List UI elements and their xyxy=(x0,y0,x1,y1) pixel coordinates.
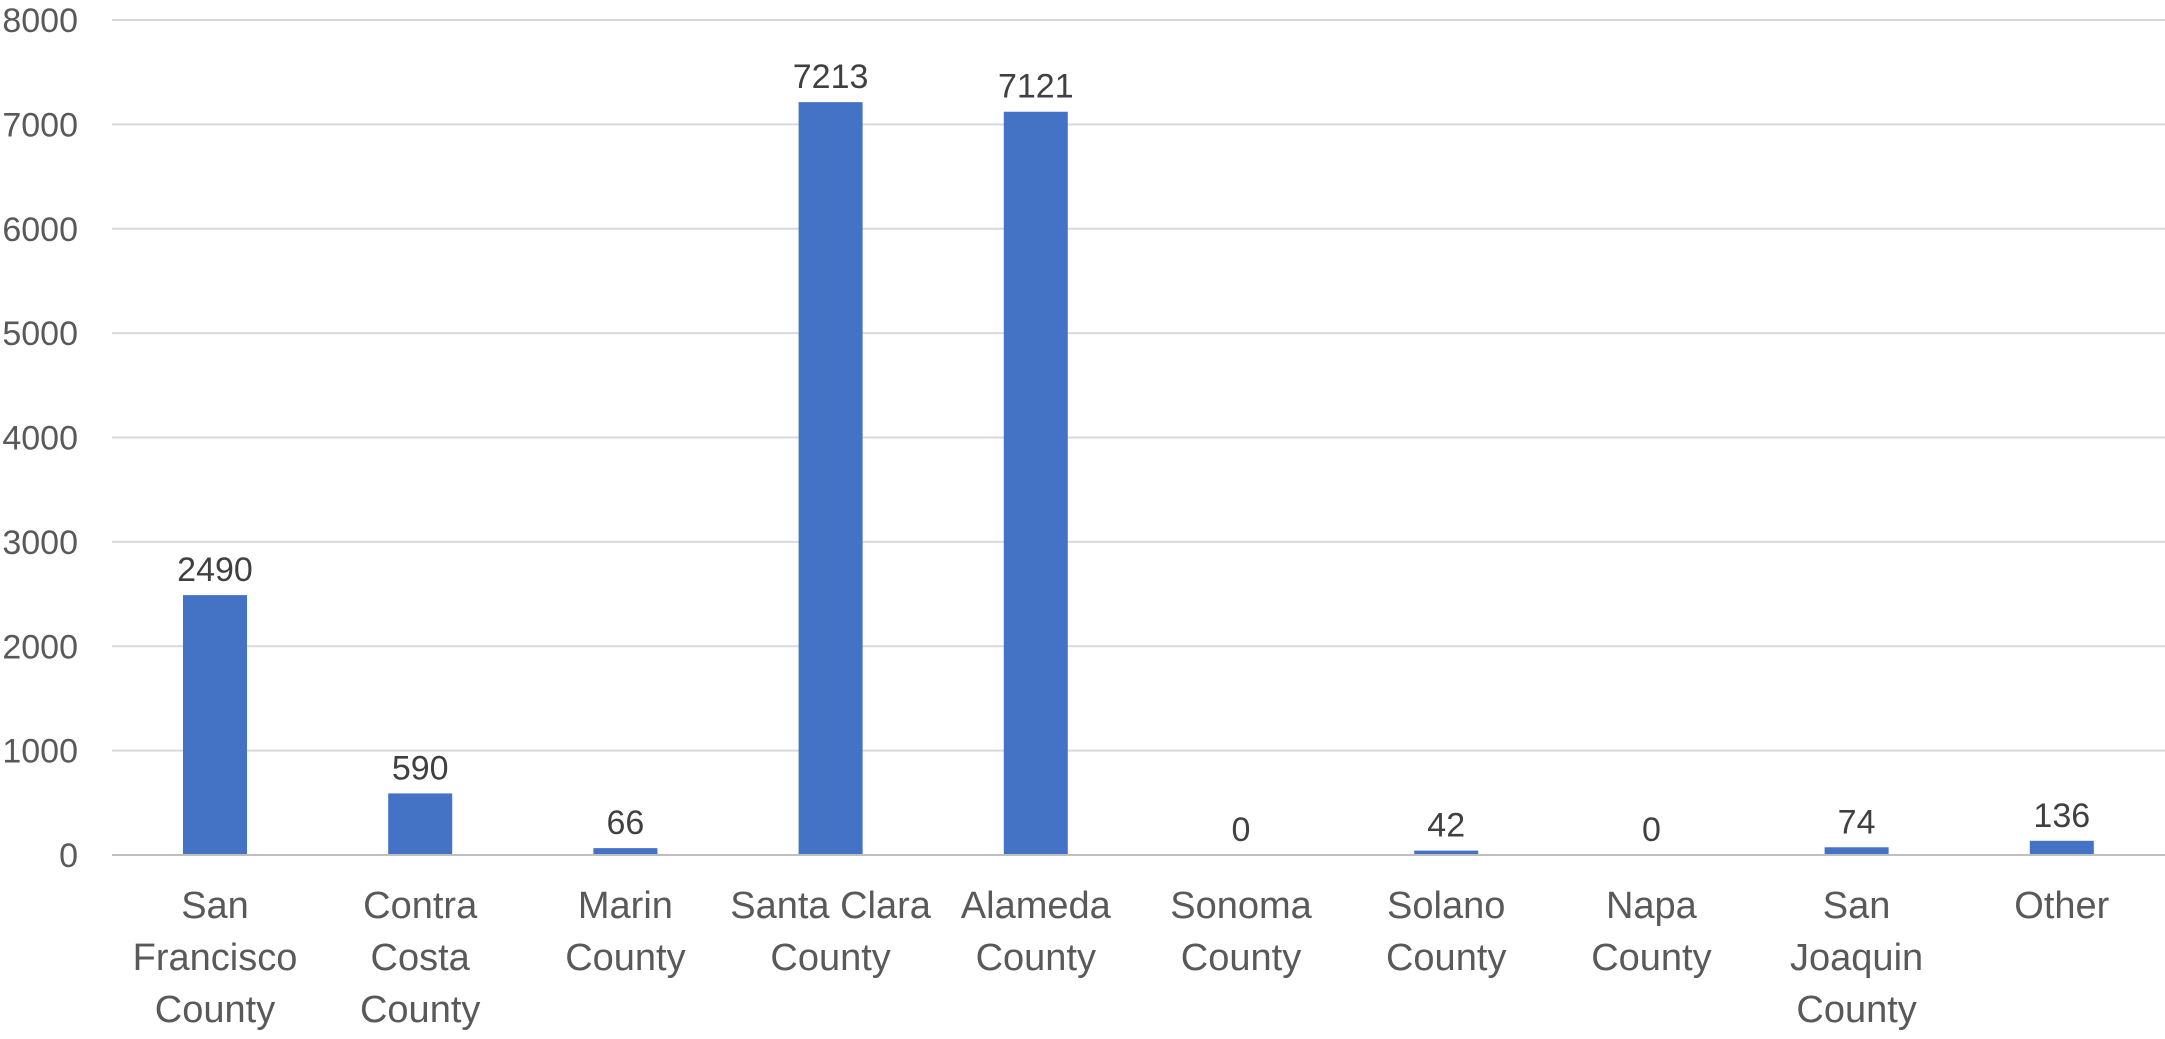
data-label: 74 xyxy=(1838,803,1876,841)
data-label: 2490 xyxy=(177,551,253,589)
x-category-label: County xyxy=(976,937,1096,979)
x-category-label: San xyxy=(181,885,249,927)
bar xyxy=(1414,850,1479,855)
x-category-label: Alameda xyxy=(961,885,1112,927)
bar xyxy=(798,102,863,855)
y-tick-label: 4000 xyxy=(2,420,78,458)
x-category-label: Santa Clara xyxy=(730,885,932,927)
x-category-label: Sonoma xyxy=(1170,885,1312,927)
y-tick-label: 3000 xyxy=(2,524,78,562)
y-tick-label: 5000 xyxy=(2,315,78,353)
y-tick-label: 8000 xyxy=(2,2,78,40)
y-tick-label: 7000 xyxy=(2,106,78,144)
data-label: 0 xyxy=(1642,811,1661,849)
data-label: 42 xyxy=(1427,807,1465,845)
x-category-label: County xyxy=(1591,937,1711,979)
x-category-label: County xyxy=(770,937,890,979)
x-category-label: Other xyxy=(2014,885,2109,927)
x-axis-category-labels: San Francisco County Contra Costa County Marin… xyxy=(133,885,2110,1031)
y-tick-label: 2000 xyxy=(2,628,78,666)
y-tick-label: 0 xyxy=(59,837,78,875)
data-label: 7121 xyxy=(998,68,1074,106)
x-category-label: County xyxy=(1181,937,1301,979)
data-label: 136 xyxy=(2033,797,2090,835)
x-category-label: County xyxy=(1386,937,1506,979)
x-category-label: Marin xyxy=(578,885,673,927)
bars xyxy=(183,102,2094,856)
bar xyxy=(2029,840,2094,855)
x-category-label: County xyxy=(360,989,480,1031)
bar xyxy=(388,793,453,855)
x-category-label: Napa xyxy=(1606,885,1698,927)
bar xyxy=(593,848,658,855)
x-category-label: Joaquin xyxy=(1790,937,1923,979)
bar xyxy=(1824,847,1889,855)
x-category-label: County xyxy=(1796,989,1916,1031)
data-label: 66 xyxy=(606,804,644,842)
y-tick-label: 1000 xyxy=(2,733,78,771)
y-axis-tick-labels: 0 1000 2000 3000 4000 5000 6000 7000 8000 xyxy=(2,2,78,875)
y-tick-label: 6000 xyxy=(2,211,78,249)
x-category-label: County xyxy=(565,937,685,979)
x-category-label: Contra xyxy=(363,885,478,927)
x-category-label: Francisco xyxy=(133,937,298,979)
data-label: 590 xyxy=(392,749,449,787)
x-category-label: Solano xyxy=(1387,885,1505,927)
bar xyxy=(183,595,247,855)
gridlines xyxy=(112,19,2165,752)
x-category-label: County xyxy=(155,989,275,1031)
x-category-label: San xyxy=(1823,885,1891,927)
data-label: 0 xyxy=(1232,811,1251,849)
data-labels: 2490 590 66 7213 7121 0 42 0 74 136 xyxy=(177,58,2090,849)
x-category-label: Costa xyxy=(371,937,471,979)
data-label: 7213 xyxy=(793,58,869,96)
bar xyxy=(1003,111,1068,856)
